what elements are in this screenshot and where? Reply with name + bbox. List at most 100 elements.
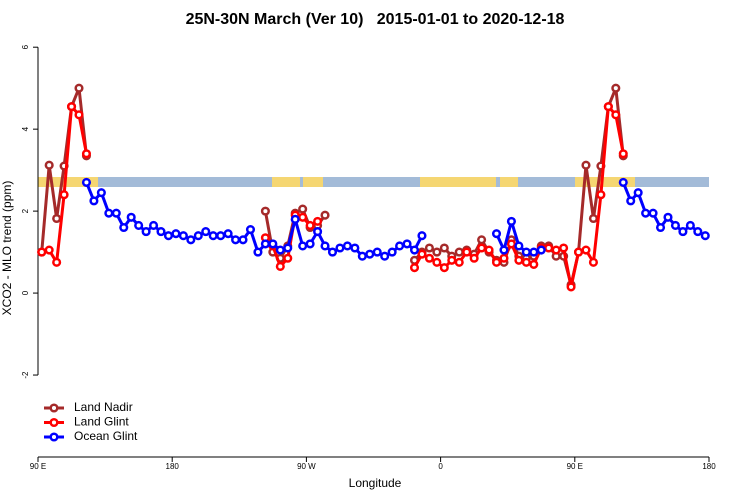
data-point [186,235,196,245]
data-point [81,177,92,187]
data-point [380,251,390,261]
data-point [409,263,420,273]
data-point [141,227,151,237]
data-point [313,216,323,226]
data-point [521,247,531,257]
data-point [588,257,598,267]
data-point [417,231,427,241]
data-point [305,239,315,249]
data-point [648,208,658,218]
data-point [417,249,427,259]
data-point [387,247,397,257]
data-point [618,177,628,187]
data-point [298,204,308,214]
data-point [156,227,166,237]
data-point [402,239,412,249]
data-point [424,253,434,263]
data-point [395,241,405,251]
series-line [41,105,625,289]
x-axis-label: Longitude [349,476,402,490]
x-tick-label: 90 W [297,462,316,471]
data-point [350,243,360,253]
data-point [44,245,54,255]
data-point [432,247,442,257]
data-point [529,247,539,257]
data-point [678,227,688,237]
legend-label: Land Nadir [74,400,133,414]
x-tick-label: 90 E [567,462,583,471]
data-point [641,208,651,218]
data-point [551,245,561,255]
data-point [372,247,382,257]
data-point [201,227,211,237]
data-point [611,83,621,93]
data-point [514,241,524,251]
data-point [193,231,203,241]
y-tick-label: 2 [21,208,30,213]
data-point [521,257,531,267]
data-point [260,239,270,249]
data-point [454,257,464,267]
legend-label: Ocean Glint [74,429,138,443]
data-point [559,243,569,253]
data-point [700,231,710,241]
data-point [298,241,308,251]
data-point [171,229,181,239]
data-point [626,196,636,206]
data-point [223,229,233,239]
data-point [409,245,420,255]
data-point [320,210,330,220]
data-point [544,243,554,253]
data-point [663,212,673,222]
data-point [275,245,285,255]
x-tick-label: 180 [702,462,716,471]
legend-marker [49,403,59,413]
data-point [566,282,576,292]
data-point [216,231,226,241]
data-point [305,220,315,231]
data-point [499,245,509,255]
data-point [342,241,352,251]
legend-marker [49,417,59,428]
data-point [596,190,606,200]
series [81,177,710,261]
data-point [253,247,263,257]
data-point [126,212,136,222]
data-point [268,239,278,249]
y-tick-label: -2 [21,371,30,379]
data-point [536,245,546,255]
data-point [260,206,270,216]
data-point [238,235,248,245]
data-point [44,160,54,170]
data-point [245,225,256,235]
data-point [231,235,241,245]
y-tick-label: 4 [21,126,30,131]
y-axis-label: XCO2 - MLO trend (ppm) [0,181,14,316]
y-tick-label: 6 [21,44,30,49]
data-point [462,247,472,257]
data-point [74,83,84,93]
data-point [275,261,285,271]
data-point [581,245,591,255]
data-point [59,190,69,200]
data-point [693,227,703,237]
series [37,102,628,292]
x-tick-label: 180 [166,462,180,471]
data-point [52,257,62,267]
data-point [134,220,144,231]
data-point [506,239,516,249]
data-point [655,222,666,233]
data-point [477,243,487,253]
data-point [163,231,174,241]
legend-label: Land Glint [74,415,129,429]
data-point [283,243,293,253]
data-point [119,222,129,233]
data-point [499,253,509,263]
data-point [491,257,502,267]
data-point [477,235,487,245]
data-point [283,253,293,263]
data-point [104,208,114,218]
data-point [178,231,188,241]
